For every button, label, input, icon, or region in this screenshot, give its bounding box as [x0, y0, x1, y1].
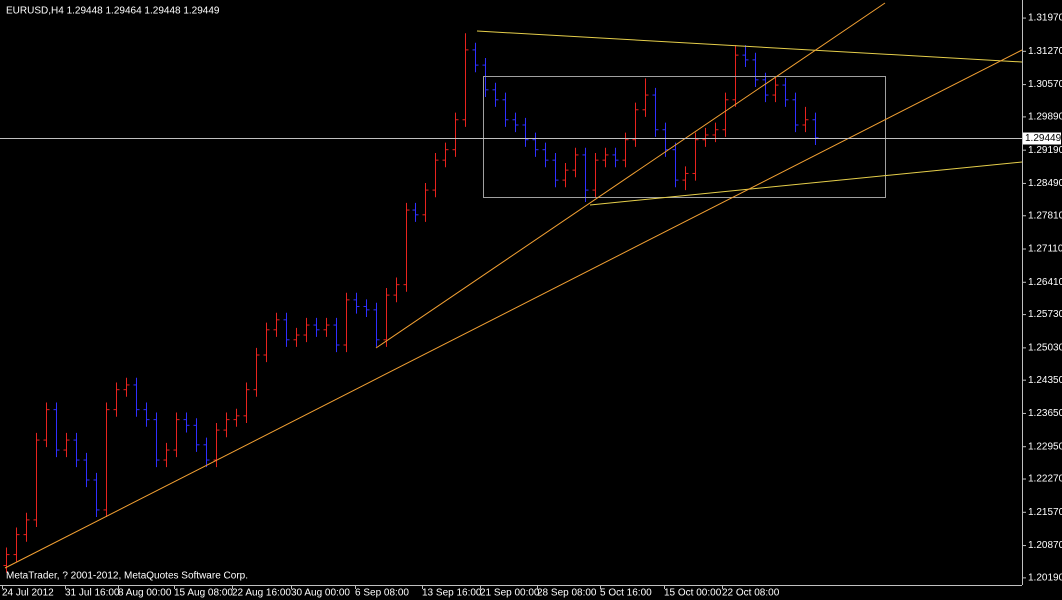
x-tick-label: 5 Oct 16:00	[600, 588, 652, 599]
trendline	[589, 161, 1023, 206]
y-tick-label: 1.31970	[1028, 13, 1062, 24]
y-tick-label: 1.23650	[1028, 408, 1062, 419]
x-tick-label: 8 Aug 00:00	[118, 588, 172, 599]
y-tick-label: 1.25030	[1028, 343, 1062, 354]
trendline	[476, 30, 1023, 63]
rectangle-object	[483, 76, 886, 198]
x-tick-label: 15 Oct 00:00	[664, 588, 722, 599]
x-tick-label: 31 Jul 16:00	[65, 588, 120, 599]
y-tick-label: 1.22270	[1028, 474, 1062, 485]
y-tick-label: 1.29190	[1028, 145, 1062, 156]
x-tick-label: 15 Aug 08:00	[174, 588, 233, 599]
x-tick-label: 28 Sep 08:00	[537, 588, 597, 599]
y-tick-label: 1.27110	[1028, 244, 1062, 255]
y-tick-label: 1.20870	[1028, 540, 1062, 551]
x-tick-label: 6 Sep 08:00	[355, 588, 409, 599]
current-price-box	[1023, 132, 1061, 145]
y-tick-label: 1.25730	[1028, 309, 1062, 320]
x-tick-label: 13 Sep 16:00	[422, 588, 482, 599]
y-tick-label: 1.26410	[1028, 277, 1062, 288]
trendline	[4, 49, 1023, 569]
y-tick-label: 1.30570	[1028, 79, 1062, 90]
trendline	[375, 2, 886, 349]
y-tick-label: 1.22950	[1028, 441, 1062, 452]
copyright: MetaTrader, ? 2001-2012, MetaQuotes Soft…	[6, 571, 248, 582]
x-tick-label: 21 Sep 00:00	[480, 588, 540, 599]
y-tick-label: 1.28490	[1028, 178, 1062, 189]
x-tick-label: 24 Jul 2012	[2, 588, 54, 599]
y-tick-label: 1.31270	[1028, 46, 1062, 57]
x-tick-label: 22 Aug 16:00	[232, 588, 291, 599]
y-tick-label: 1.24350	[1028, 375, 1062, 386]
y-tick-label: 1.29890	[1028, 112, 1062, 123]
x-tick-label: 30 Aug 00:00	[291, 588, 350, 599]
x-tick-label: 22 Oct 08:00	[722, 588, 780, 599]
y-tick-label: 1.27810	[1028, 210, 1062, 221]
y-tick-label: 1.20190	[1028, 573, 1062, 584]
chart-title: EURUSD,H4 1.29448 1.29464 1.29448 1.2944…	[6, 6, 220, 17]
current-price-label: 1.29449	[1025, 133, 1062, 144]
y-tick-label: 1.21570	[1028, 507, 1062, 518]
